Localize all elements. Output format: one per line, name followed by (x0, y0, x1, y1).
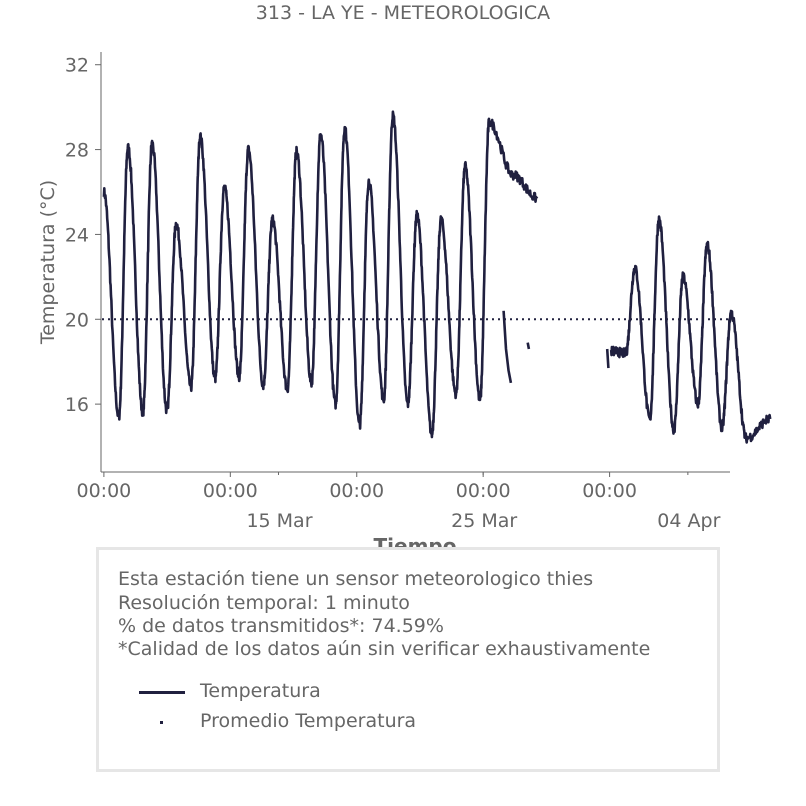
temperature-line-segment-2 (526, 342, 531, 350)
chart-title: 313 - LA YE - METEOROLOGICA (255, 2, 551, 24)
x-date-label: 15 Mar (246, 510, 312, 532)
info-legend-box: Esta estación tiene un sensor meteorolog… (96, 547, 720, 772)
y-tick-label: 16 (65, 394, 89, 416)
temperature-line-segment-0 (102, 110, 539, 439)
legend-label: Promedio Temperatura (200, 710, 417, 732)
temperature-line-segment-1 (502, 310, 513, 384)
temperature-line-segment-4 (609, 215, 772, 444)
y-tick-label: 24 (65, 224, 89, 246)
x-date-label: 04 Apr (657, 510, 720, 532)
x-tick-label: 00:00 (77, 480, 132, 502)
y-tick-label: 28 (65, 140, 89, 162)
x-tick-label: 00:00 (456, 480, 511, 502)
x-tick-label: 00:00 (203, 480, 258, 502)
y-axis-label: Temperatura (°C) (37, 180, 59, 345)
info-sensor-text: Esta estación tiene un sensor meteorolog… (118, 568, 594, 590)
plot-series (102, 110, 772, 444)
x-date-label: 25 Mar (451, 510, 517, 532)
legend-line-icon (139, 691, 185, 694)
info-resolution-text: Resolución temporal: 1 minuto (118, 592, 410, 614)
info-quality-note: *Calidad de los datos aún sin verificar … (118, 638, 651, 660)
y-tick-label: 32 (65, 55, 89, 77)
x-tick-label: 00:00 (582, 480, 637, 502)
y-tick-label: 20 (65, 309, 89, 331)
legend-dot-icon (160, 721, 163, 724)
legend-label: Temperatura (200, 680, 321, 702)
plot-axes: 16 20 24 28 32 00:00 00:00 00:00 00:00 00:00 15 Ma… (37, 52, 730, 558)
x-tick-label: 00:00 (329, 480, 384, 502)
temperature-line-segment-3 (605, 348, 610, 369)
info-data-percent-text: % de datos transmitidos*: 74.59% (118, 615, 444, 637)
